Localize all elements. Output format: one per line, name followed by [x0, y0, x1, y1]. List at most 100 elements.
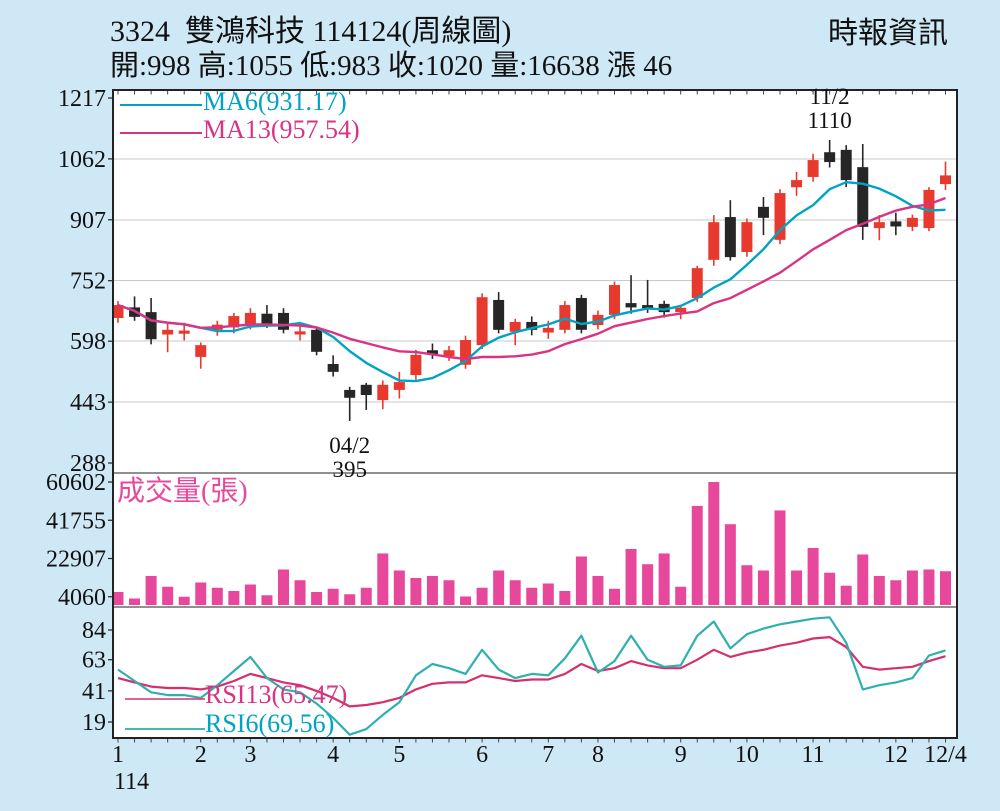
candle-down [890, 221, 902, 227]
candle-up [906, 217, 918, 227]
rsi6-legend-line [125, 728, 205, 730]
candle-down [857, 167, 869, 227]
volume-tick-label: 41755 [46, 508, 106, 534]
ma6-legend-line [120, 104, 202, 106]
ma13-legend-label: MA13(957.54) [203, 115, 360, 144]
ma6-legend-label: MA6(931.17) [203, 87, 347, 116]
volume-tick-label: 60602 [46, 470, 106, 496]
ma13-legend-line [120, 132, 202, 134]
month-label: 4 [327, 742, 339, 768]
price-tick-label: 598 [70, 329, 106, 355]
candle-up [476, 297, 488, 346]
candle-down [278, 312, 289, 330]
volume-bar [360, 587, 372, 605]
candle-up [691, 268, 703, 298]
candlesticks [112, 140, 951, 421]
volume-bar [675, 586, 687, 605]
axis-tick-marks [108, 97, 113, 723]
candle-down [840, 149, 852, 181]
volume-bar [443, 580, 455, 605]
volume-bar [278, 569, 289, 605]
rsi13-legend-label: RSI13(65.47) [205, 680, 348, 709]
volume-bar [840, 585, 852, 605]
candle-down [426, 350, 438, 355]
month-label: 10 [735, 742, 759, 768]
candle-up [940, 175, 951, 185]
candle-down [824, 152, 836, 163]
volume-bar [526, 587, 538, 605]
price-tick-label: 1062 [58, 147, 106, 173]
year-label: 114 [114, 769, 149, 795]
month-label: 8 [592, 742, 604, 768]
candle-up [410, 354, 422, 375]
annotation-trough: 04/2 395 [308, 434, 392, 482]
volume-bar [162, 586, 174, 605]
volume-bar [509, 580, 521, 605]
volume-tick-label: 22907 [46, 547, 106, 573]
volume-bar [426, 575, 438, 605]
volume-bar [145, 575, 157, 605]
volume-bar [460, 596, 472, 605]
volume-bar [112, 592, 124, 605]
candle-down [757, 206, 769, 218]
page-title: 3324 雙鴻科技 114124(周線圖) [110, 15, 512, 48]
candle-up [708, 222, 720, 260]
candle-up [542, 327, 554, 333]
volume-bar [592, 575, 604, 605]
volume-bar [857, 554, 869, 605]
candle-down [575, 297, 587, 330]
volume-bar [344, 594, 356, 605]
volume-bar [327, 588, 339, 605]
candle-up [741, 222, 753, 253]
month-label: 3 [244, 742, 256, 768]
volume-bar [493, 570, 505, 605]
price-tick-label: 288 [70, 451, 106, 477]
rsi6-series-line [117, 616, 946, 736]
candle-down [642, 305, 654, 309]
rsi-tick-label: 63 [82, 648, 106, 674]
candle-down [658, 303, 670, 313]
candle-up [195, 345, 207, 357]
candle-up [112, 305, 124, 319]
candle-up [294, 331, 306, 335]
candle-up [609, 285, 620, 315]
candle-up [443, 350, 455, 357]
candle-up [774, 193, 786, 240]
candle-up [592, 314, 604, 326]
month-label: 5 [393, 742, 405, 768]
volume-bar [393, 570, 405, 605]
rsi6-legend-label: RSI6(69.56) [205, 709, 335, 738]
volume-bar [377, 553, 389, 605]
ohlc-quote-line: 開:998 高:1055 低:983 收:1020 量:16638 漲 46 [110, 50, 673, 82]
candle-down [526, 321, 538, 330]
month-label: 11 [802, 742, 825, 768]
volume-bar [261, 595, 273, 605]
volume-bar [824, 572, 836, 605]
volume-bar [774, 510, 786, 605]
candle-down [625, 303, 637, 308]
volume-bar [873, 575, 885, 605]
candle-up [460, 340, 472, 365]
rsi-tick-label: 84 [82, 618, 106, 644]
volume-bar [940, 571, 951, 605]
volume-bar [129, 598, 141, 605]
rsi13-series-line [117, 635, 946, 708]
volume-bar [658, 553, 670, 605]
ma6-line [117, 180, 946, 383]
volume-bar [708, 482, 720, 605]
volume-bars [112, 482, 951, 605]
candle-up [791, 180, 803, 188]
volume-bar [410, 578, 422, 605]
annotation-peak: 11/2 1110 [783, 85, 877, 133]
volume-bar [724, 524, 736, 605]
volume-bar [195, 582, 207, 605]
rsi13-legend-line [125, 698, 205, 700]
rsi-tick-label: 19 [82, 710, 106, 736]
volume-bar [625, 548, 637, 605]
volume-bar [311, 592, 323, 605]
candle-up [162, 329, 174, 335]
volume-bar [807, 547, 819, 605]
annotation-trough-date: 04/2 [329, 433, 371, 458]
month-label: 2 [195, 742, 207, 768]
